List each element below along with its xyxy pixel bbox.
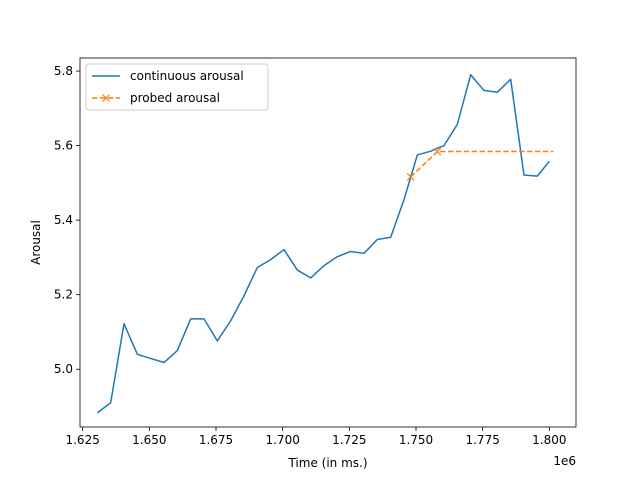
axes-frame — [79, 57, 577, 428]
x-tick-label: 1.775 — [465, 433, 499, 447]
series-layer — [96, 74, 554, 414]
series-line-0 — [96, 74, 550, 414]
y-axis-label: Arousal — [29, 220, 43, 265]
x-tick-label: 1.700 — [265, 433, 299, 447]
x-axis-label: Time (in ms.) — [287, 456, 367, 470]
legend-label: probed arousal — [130, 91, 220, 105]
x-axis-offset-label: 1e6 — [553, 454, 576, 468]
legend: continuous arousal probed arousal — [85, 63, 269, 111]
x-tick-label: 1.625 — [65, 433, 99, 447]
series-line-1 — [410, 150, 554, 178]
x-axis: 1.625 1.650 1.675 1.700 1.725 1.750 1.775 1.800 — [65, 427, 567, 447]
x-tick-label: 1.750 — [399, 433, 433, 447]
y-tick-label: 5.4 — [54, 213, 73, 227]
x-tick-label: 1.650 — [132, 433, 166, 447]
legend-label: continuous arousal — [130, 69, 244, 83]
y-axis: 5.0 5.2 5.4 5.6 5.8 — [54, 64, 80, 376]
x-tick-label: 1.800 — [532, 433, 566, 447]
y-tick-label: 5.2 — [54, 288, 73, 302]
legend-entry: continuous arousal — [92, 69, 244, 83]
y-tick-label: 5.8 — [54, 64, 73, 78]
data-point-marker — [433, 147, 442, 156]
y-tick-label: 5.0 — [54, 362, 73, 376]
legend-box — [85, 63, 269, 111]
legend-entry: probed arousal — [92, 91, 220, 105]
x-tick-label: 1.725 — [332, 433, 366, 447]
data-point-marker — [406, 172, 415, 181]
x-tick-label: 1.675 — [199, 433, 233, 447]
y-tick-label: 5.6 — [54, 139, 73, 153]
